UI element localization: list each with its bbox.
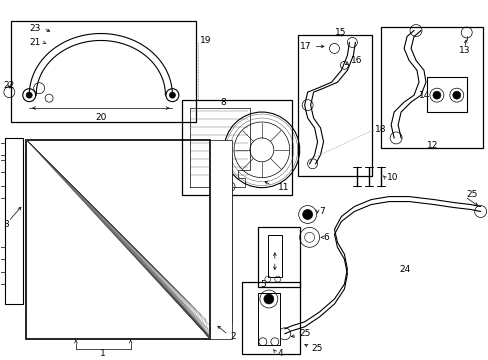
Text: 17: 17 <box>299 42 310 51</box>
Text: 16: 16 <box>351 56 362 65</box>
Text: 24: 24 <box>398 265 409 274</box>
Text: 3: 3 <box>3 220 9 229</box>
Bar <box>182 100 291 195</box>
Bar <box>257 293 279 345</box>
Bar <box>381 27 482 148</box>
Text: 1: 1 <box>100 349 105 358</box>
Text: 14: 14 <box>418 91 429 100</box>
Bar <box>426 77 466 112</box>
Text: 11: 11 <box>277 183 289 192</box>
Text: 13: 13 <box>458 46 469 55</box>
Text: 12: 12 <box>426 141 437 150</box>
Text: 21: 21 <box>29 38 41 47</box>
Text: 22: 22 <box>3 81 15 90</box>
Text: 6: 6 <box>323 233 328 242</box>
Circle shape <box>169 92 175 98</box>
Text: 5: 5 <box>260 280 265 289</box>
Bar <box>257 228 299 287</box>
Text: 25: 25 <box>311 344 323 353</box>
Circle shape <box>302 210 312 220</box>
Bar <box>11 21 196 122</box>
Text: 20: 20 <box>95 113 106 122</box>
Bar <box>242 282 299 354</box>
Text: 25: 25 <box>466 190 477 199</box>
Circle shape <box>26 92 32 98</box>
Circle shape <box>452 91 460 99</box>
Bar <box>210 140 232 339</box>
Text: 23: 23 <box>29 24 41 33</box>
Text: 8: 8 <box>220 98 225 107</box>
Bar <box>297 35 371 176</box>
Bar <box>26 140 210 339</box>
Text: 10: 10 <box>386 173 398 182</box>
Circle shape <box>264 294 273 304</box>
Circle shape <box>432 91 440 99</box>
Text: 15: 15 <box>334 28 346 37</box>
Text: 25: 25 <box>299 329 310 338</box>
Bar <box>267 235 281 277</box>
Text: 7: 7 <box>319 207 325 216</box>
Text: 19: 19 <box>200 36 211 45</box>
Text: 2: 2 <box>230 332 235 341</box>
Text: 4: 4 <box>277 349 283 358</box>
Text: 9: 9 <box>212 183 218 192</box>
Text: 18: 18 <box>374 125 386 134</box>
